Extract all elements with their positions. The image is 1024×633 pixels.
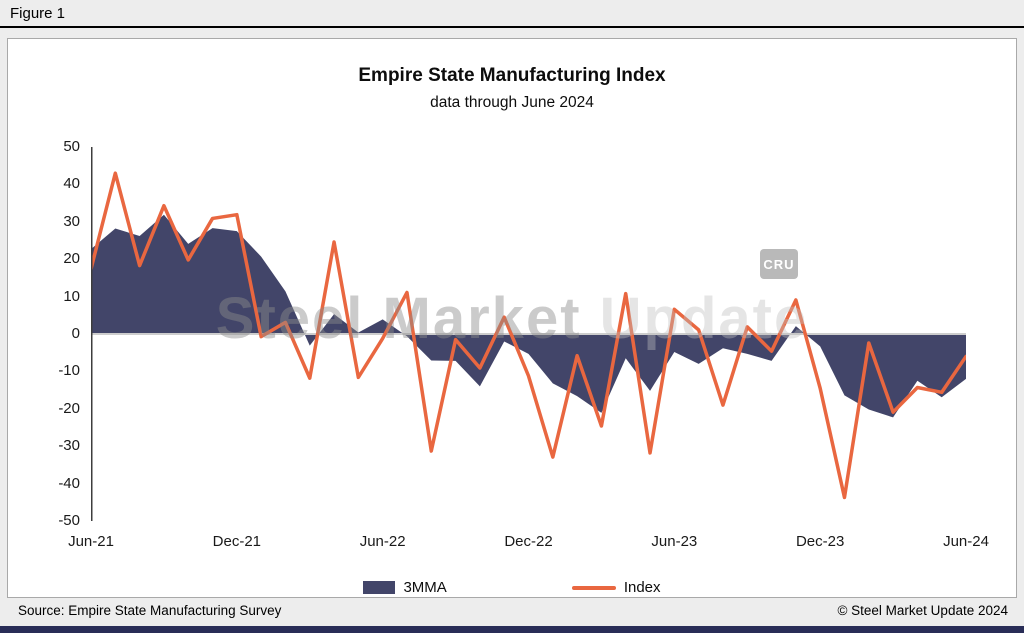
x-tick-label: Dec-23	[795, 533, 845, 550]
chart-plot	[91, 147, 966, 521]
y-tick-label: -20	[58, 399, 80, 417]
cru-logo-badge: CRU	[760, 249, 798, 279]
x-tick-label: Dec-21	[212, 533, 262, 550]
legend-label-3mma: 3MMA	[403, 579, 447, 596]
figure-header-strip: Figure 1	[0, 0, 1024, 28]
y-axis: 50 40 30 20 10 0 -10 -20 -30 -40 -50	[8, 39, 80, 597]
x-tick-label: Jun-23	[651, 533, 698, 550]
y-tick-label: -50	[58, 512, 80, 529]
y-tick-label: 50	[63, 138, 80, 155]
y-tick-label: -30	[58, 437, 80, 455]
y-tick-label: -40	[58, 474, 80, 492]
bottom-accent-bar	[0, 626, 1024, 633]
y-tick-label: 10	[63, 287, 80, 305]
x-tick-label: Dec-22	[504, 533, 553, 550]
y-tick-label: 40	[63, 175, 80, 193]
footer: Source: Empire State Manufacturing Surve…	[0, 601, 1024, 621]
y-tick-label: 30	[63, 212, 80, 230]
x-tick-label: Jun-24	[943, 533, 989, 550]
x-tick-label: Jun-22	[359, 533, 406, 550]
legend-item-index: Index	[571, 579, 661, 596]
legend-label-index: Index	[623, 579, 661, 596]
legend-item-3mma: 3MMA	[363, 579, 447, 596]
area-swatch-icon	[363, 581, 396, 594]
footer-copyright: © Steel Market Update 2024	[837, 603, 1008, 618]
chart-title: Empire State Manufacturing Index	[358, 65, 666, 86]
chart-legend: 3MMA Index	[8, 579, 1016, 596]
y-tick-label: -10	[58, 362, 80, 380]
line-swatch-icon	[571, 585, 616, 590]
figure-label: Figure 1	[10, 5, 66, 22]
y-tick-label: 0	[71, 325, 80, 342]
footer-source: Source: Empire State Manufacturing Surve…	[18, 603, 282, 618]
y-tick-label: 20	[63, 250, 80, 268]
chart-subtitle: data through June 2024	[430, 94, 594, 111]
chart-panel: Empire State Manufacturing Index data th…	[7, 38, 1017, 598]
